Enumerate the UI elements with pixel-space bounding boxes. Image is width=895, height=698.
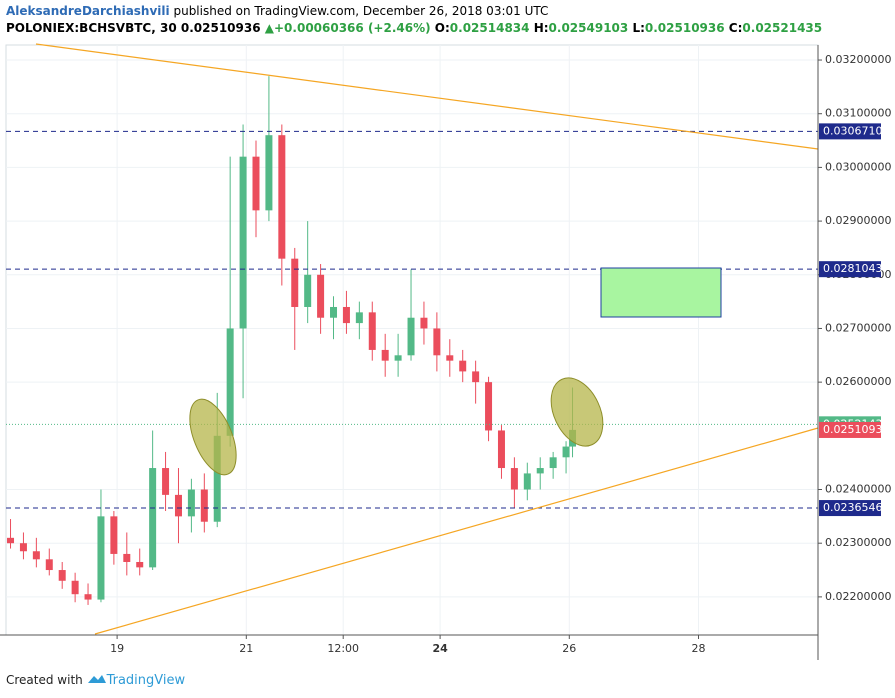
candle-body: [446, 355, 454, 361]
x-tick-label: 19: [110, 642, 124, 655]
candle-body: [381, 349, 389, 361]
up-arrow: ▲: [264, 21, 274, 35]
highlight-ellipse: [189, 398, 237, 476]
y-tick-label: 0.02300000: [825, 536, 891, 549]
l: 0.02510936: [644, 21, 725, 35]
x-tick-label: 28: [691, 642, 705, 655]
candle-body: [459, 360, 467, 372]
y-tick-label: 0.02200000: [825, 590, 891, 603]
last-price-label: 0.02510936: [823, 423, 889, 436]
y-tick-label: 0.02900000: [825, 214, 891, 227]
y-tick-label: 0.02700000: [825, 321, 891, 334]
candle-body: [7, 537, 15, 544]
y-tick-label: 0.03200000: [825, 53, 891, 66]
candle-body: [149, 468, 157, 568]
candle-body: [187, 489, 195, 517]
price-line-tag: [819, 261, 881, 278]
candle-body: [239, 156, 247, 329]
candle-body: [252, 156, 260, 211]
candle-body: [433, 328, 441, 356]
published: published on TradingView.com, December 2…: [173, 4, 549, 18]
candle-body: [407, 317, 415, 356]
price-line-label: 0.02810437: [823, 262, 889, 275]
candle-body: [71, 580, 79, 595]
candle-body: [497, 430, 505, 469]
last: 0.02510936: [180, 21, 261, 35]
brand[interactable]: TradingView: [87, 673, 186, 688]
candle-body: [510, 468, 518, 490]
candle-body: [123, 553, 131, 562]
candle-body: [394, 355, 402, 361]
candle-body: [162, 468, 170, 495]
h: 0.02549103: [548, 21, 629, 35]
candle-body: [136, 561, 144, 568]
candle-body: [523, 473, 531, 490]
o-label: O:: [434, 21, 450, 35]
candle-body: [265, 135, 273, 211]
o: 0.02514834: [449, 21, 530, 35]
brand-logo: [87, 675, 106, 683]
y-tick-label: 0.03000000: [825, 160, 891, 173]
candle-body: [549, 457, 557, 469]
price-line-label: 0.03067107: [823, 124, 889, 137]
candle-body: [472, 371, 480, 383]
candle-body: [291, 258, 299, 307]
y-tick-label: 0.03100000: [825, 107, 891, 120]
candle-body: [226, 328, 234, 436]
publish-line: AleksandreDarchiashvili published on Tra…: [6, 4, 548, 18]
target-box: [600, 267, 722, 318]
symbol: POLONIEX:BCHSVBTC, 30: [6, 21, 177, 35]
candle-body: [45, 559, 53, 571]
symbol-line: POLONIEX:BCHSVBTC, 30 0.02510936 ▲+0.000…: [6, 21, 822, 35]
c-label: C:: [728, 21, 743, 35]
candle-body: [58, 570, 66, 581]
h-label: H:: [533, 21, 549, 35]
candle-body: [278, 135, 286, 259]
x-tick-label: 24: [432, 642, 448, 655]
price-line-tag: [819, 500, 881, 517]
candle-body: [368, 312, 376, 350]
candle-body: [97, 516, 105, 600]
c: 0.02521435: [742, 21, 823, 35]
y-tick-label: 0.02600000: [825, 375, 891, 388]
trend-line-lower: [94, 427, 819, 635]
trend-line-upper: [35, 43, 819, 150]
candle-body: [32, 551, 40, 560]
candle-body: [536, 468, 544, 474]
candle-body: [110, 516, 118, 554]
candle-body: [355, 312, 363, 324]
candle-body: [19, 543, 27, 552]
candle-body: [213, 435, 221, 522]
candle-body: [317, 274, 325, 318]
x-tick-label: 26: [562, 642, 576, 655]
author[interactable]: AleksandreDarchiashvili: [6, 4, 170, 18]
candle-body: [304, 274, 312, 307]
candle-body: [342, 306, 350, 324]
highlight-ellipse: [550, 377, 604, 447]
candle-body: [330, 306, 338, 318]
y-tick-label: 0.02400000: [825, 483, 891, 496]
x-tick-label: 21: [239, 642, 253, 655]
candle-body: [562, 446, 570, 458]
created-with: Created with: [6, 673, 83, 687]
change: +0.00060366 (+2.46%): [274, 21, 431, 35]
price-line-tag: [819, 123, 881, 140]
last-price-tag: [819, 421, 881, 438]
price-line-label: 0.02365461: [823, 501, 889, 514]
candle-body: [485, 382, 493, 431]
candle-body: [84, 594, 92, 600]
x-tick-label: 12:00: [327, 642, 359, 655]
footer: Created with TradingView: [6, 673, 185, 688]
candle-body: [174, 494, 182, 517]
candle-body: [420, 317, 428, 329]
brand-name: TradingView: [106, 673, 186, 688]
candle-body: [200, 489, 208, 522]
l-label: L:: [632, 21, 645, 35]
